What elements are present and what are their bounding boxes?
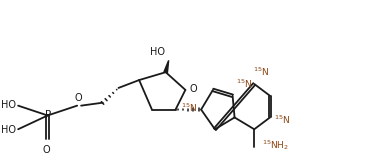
- Text: O: O: [189, 84, 197, 94]
- Text: HO: HO: [150, 47, 165, 57]
- Text: O: O: [43, 145, 50, 155]
- Text: $^{15}$N: $^{15}$N: [235, 77, 252, 90]
- Text: O: O: [74, 93, 82, 103]
- Text: $^{15}$N: $^{15}$N: [274, 113, 290, 126]
- Text: $^{15}$N: $^{15}$N: [181, 101, 197, 114]
- Text: $^{15}$N: $^{15}$N: [253, 66, 269, 78]
- Polygon shape: [164, 60, 169, 73]
- Text: HO: HO: [1, 125, 16, 135]
- Text: P: P: [45, 111, 51, 120]
- Text: HO: HO: [1, 100, 16, 110]
- Text: $^{15}$NH$_2$: $^{15}$NH$_2$: [262, 138, 289, 152]
